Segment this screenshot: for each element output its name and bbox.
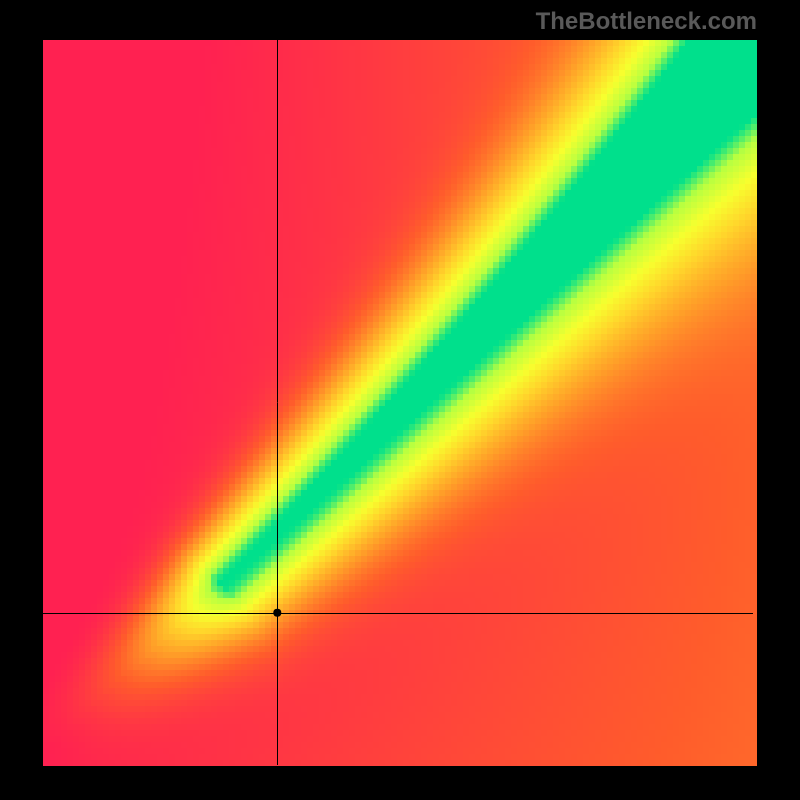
heatmap-canvas [0, 0, 800, 800]
watermark-text: TheBottleneck.com [536, 8, 757, 36]
